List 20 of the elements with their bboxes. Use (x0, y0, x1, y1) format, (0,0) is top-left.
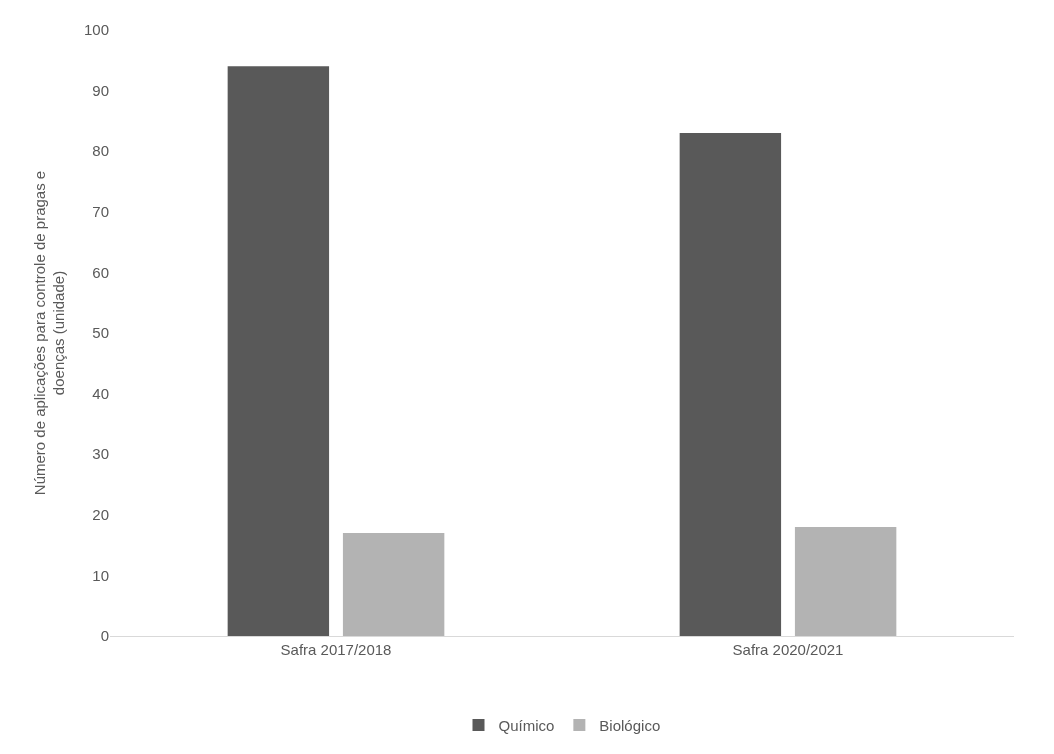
y-tick-label: 10 (92, 566, 109, 584)
y-tick-label: 30 (92, 445, 109, 463)
y-tick-label: 0 (100, 627, 109, 645)
x-tick-label: Safra 2017/2018 (280, 641, 392, 658)
y-tick-label: 80 (92, 142, 109, 160)
bar (342, 532, 445, 636)
x-tick-label: Safra 2020/2021 (732, 641, 844, 658)
bar (227, 66, 330, 636)
y-tick-label: 60 (92, 263, 109, 281)
y-axis-title: Número de aplicações para controle de pragas e doenças (unidade) (30, 170, 68, 496)
y-tick-label: 70 (92, 203, 109, 221)
y-tick-label: 50 (92, 324, 109, 342)
bar (794, 526, 897, 636)
bar (679, 133, 782, 636)
y-tick-label: 100 (83, 21, 109, 39)
y-tick-label: 40 (92, 384, 109, 402)
y-tick-label: 90 (92, 81, 109, 99)
legend-label: Químico (498, 716, 555, 734)
legend-label: Biológico (599, 716, 661, 734)
y-tick-label: 20 (92, 506, 109, 524)
